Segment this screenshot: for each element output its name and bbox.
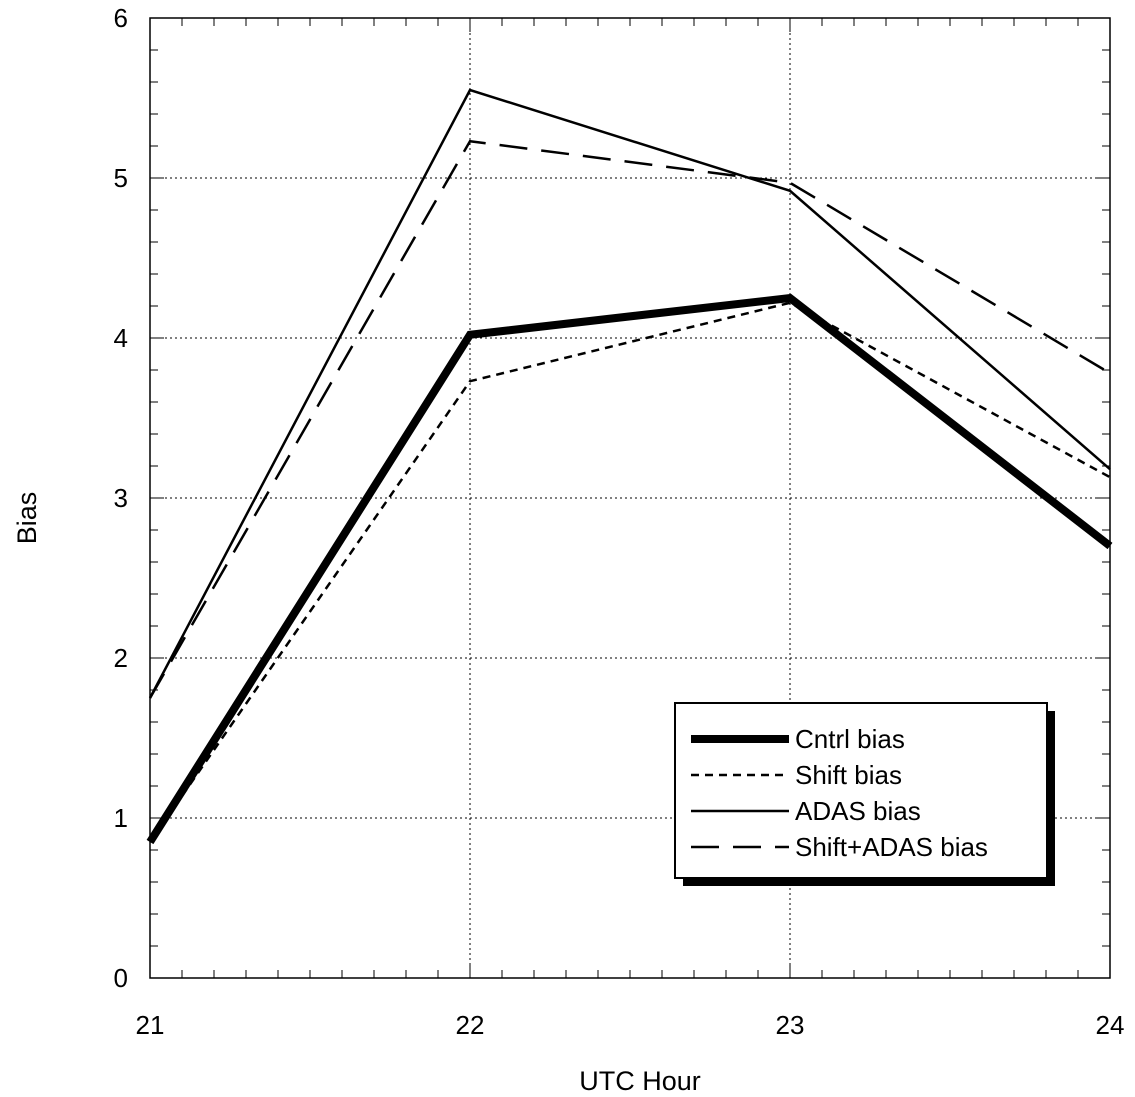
series-line-shift-bias <box>148 301 1111 843</box>
series-lines <box>146 88 1113 845</box>
x-tick-label: 22 <box>456 1010 485 1040</box>
legend-label: Shift bias <box>795 760 902 790</box>
series-line-adas-bias <box>148 88 1111 699</box>
y-tick-label: 1 <box>114 803 128 833</box>
plot-frame <box>149 17 1111 979</box>
legend-label: Shift+ADAS bias <box>795 832 988 862</box>
y-axis-title: Bias <box>12 492 42 545</box>
legend-label: Cntrl bias <box>795 724 905 754</box>
grid-lines <box>150 18 1110 978</box>
y-tick-label: 4 <box>114 323 128 353</box>
x-tick-label: 23 <box>776 1010 805 1040</box>
x-axis-title: UTC Hour <box>579 1066 701 1096</box>
y-tick-labels: 0 1 2 3 4 5 6 <box>114 3 128 993</box>
x-tick-labels: 21 22 23 24 <box>136 1010 1125 1040</box>
y-tick-label: 2 <box>114 643 128 673</box>
y-tick-label: 3 <box>114 483 128 513</box>
legend: Cntrl bias Shift bias ADAS bias Shift+ADAS … <box>674 702 1055 886</box>
y-tick-label: 0 <box>114 963 128 993</box>
legend-items: Cntrl bias Shift bias ADAS bias Shift+ADAS … <box>691 724 988 862</box>
legend-box <box>674 702 1048 879</box>
y-tick-label: 5 <box>114 163 128 193</box>
minor-ticks <box>149 17 1111 979</box>
series-line-cntrl-bias <box>146 293 1113 845</box>
series-line-shift-adas-bias <box>148 139 1111 699</box>
x-tick-label: 21 <box>136 1010 165 1040</box>
y-tick-label: 6 <box>114 3 128 33</box>
x-tick-label: 24 <box>1096 1010 1125 1040</box>
legend-label: ADAS bias <box>795 796 921 826</box>
